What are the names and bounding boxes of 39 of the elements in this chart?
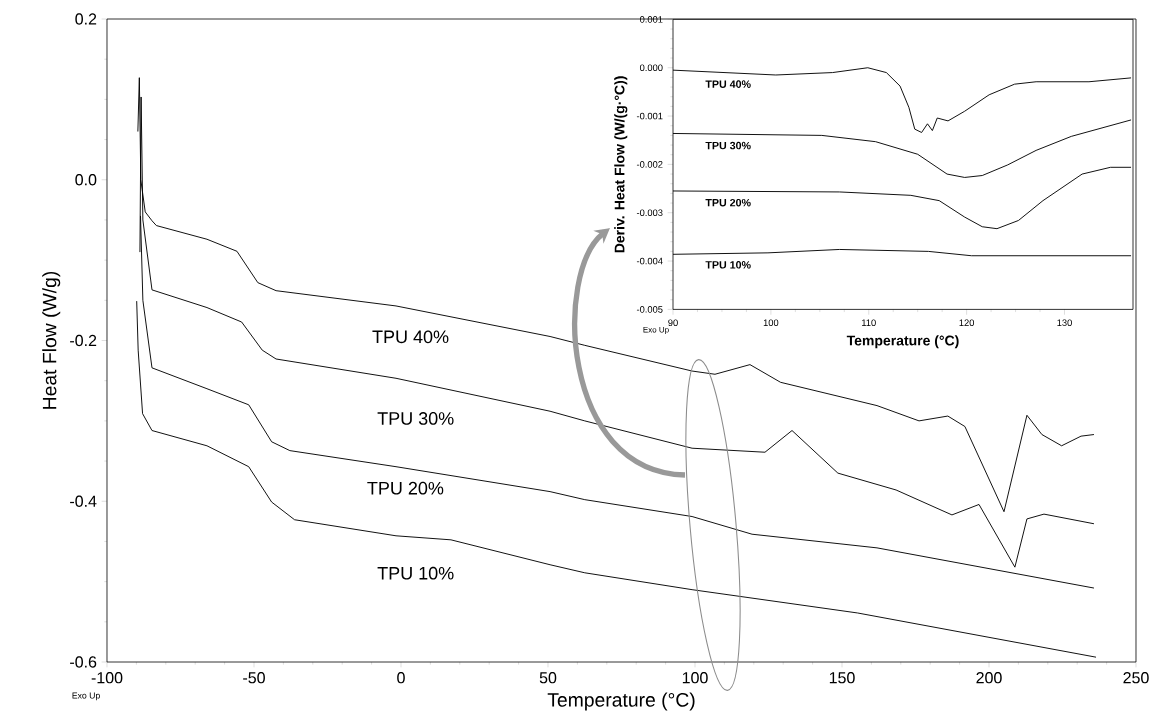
- x-tick-label: 100: [763, 319, 779, 327]
- x-tick-label: -100: [91, 672, 123, 684]
- series-label: TPU 10%: [705, 261, 751, 269]
- series-label: TPU 30%: [705, 141, 751, 150]
- y-axis-title: Deriv. Heat Flow (W/(g·°C)): [614, 76, 628, 253]
- series-label: TPU 20%: [705, 198, 751, 207]
- series-label: TPU 20%: [367, 481, 444, 495]
- series-label: TPU 40%: [372, 330, 449, 344]
- y-tick-label: -0.4: [70, 495, 97, 507]
- y-tick-label: -0.002: [636, 161, 663, 168]
- y-tick-label: -0.6: [70, 656, 97, 668]
- y-tick-label: 0.001: [639, 16, 663, 23]
- y-tick-label: -0.003: [636, 209, 663, 217]
- y-axis-title: Heat Flow (W/g): [42, 271, 61, 409]
- x-tick-label: 130: [1057, 319, 1072, 327]
- x-tick-label: 120: [959, 319, 975, 327]
- x-tick-label: 0: [397, 672, 405, 684]
- x-tick-label: 250: [1123, 672, 1149, 684]
- annotation: Exo Up: [643, 326, 669, 335]
- x-axis-title: Temperature (°C): [547, 692, 695, 711]
- y-tick-label: -0.001: [636, 112, 663, 120]
- series-label: TPU 40%: [705, 80, 751, 88]
- y-tick-label: -0.005: [636, 306, 663, 313]
- y-tick-label: 0.2: [75, 13, 97, 25]
- y-tick-label: -0.004: [636, 257, 663, 265]
- series-label: TPU 10%: [377, 566, 454, 580]
- y-tick-label: -0.2: [70, 334, 97, 347]
- text: Exo Up: [72, 692, 100, 701]
- x-tick-label: 100: [682, 672, 708, 684]
- x-tick-label: 150: [829, 672, 855, 684]
- x-axis-title: Temperature (°C): [846, 335, 959, 349]
- x-tick-label: -50: [243, 672, 265, 684]
- x-tick-label: 110: [862, 319, 876, 327]
- series-label: TPU 30%: [377, 412, 454, 425]
- x-tick-label: 200: [976, 672, 1002, 684]
- x-tick-label: 90: [668, 319, 678, 327]
- y-tick-label: 0.0: [75, 174, 97, 186]
- x-tick-label: 50: [539, 672, 557, 684]
- y-tick-label: 0.000: [639, 64, 663, 72]
